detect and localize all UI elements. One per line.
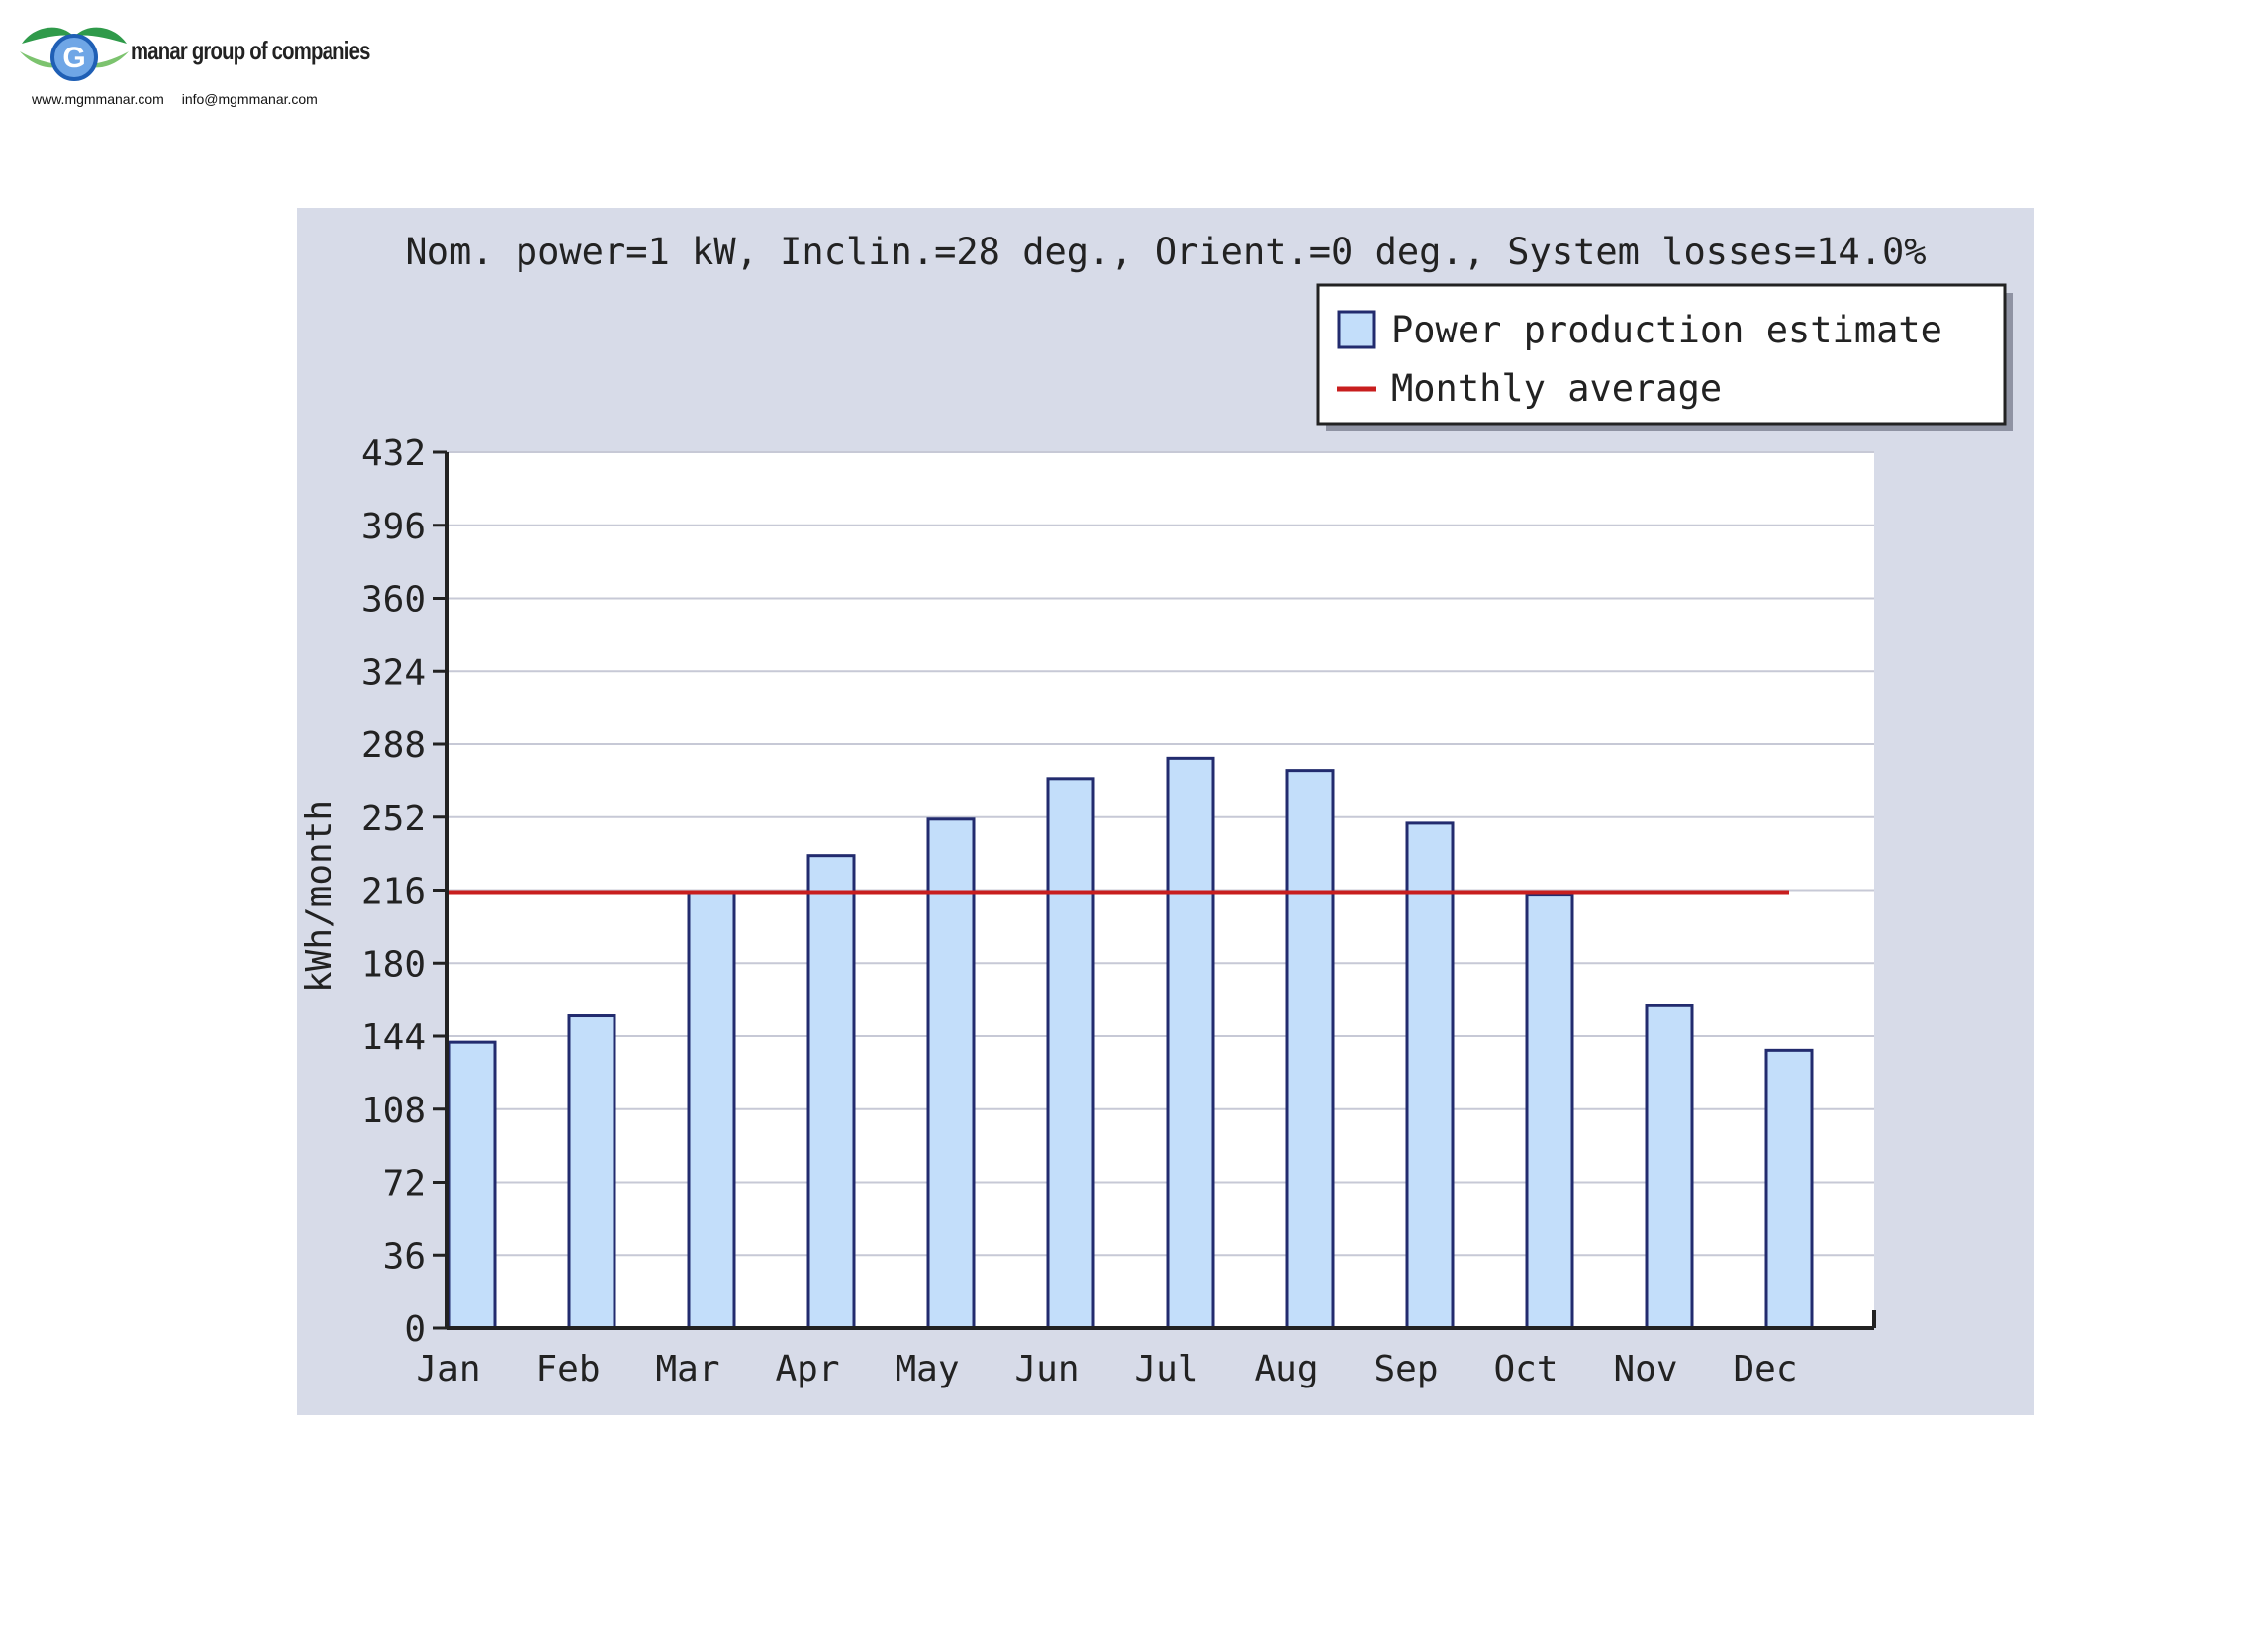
legend-label-production: Power production estimate bbox=[1391, 309, 1942, 351]
bar-apr bbox=[806, 854, 856, 1330]
bar-aug bbox=[1285, 769, 1335, 1330]
y-tick-label: 72 bbox=[383, 1164, 425, 1204]
x-tick-label: Apr bbox=[775, 1349, 839, 1389]
x-tick-label: Mar bbox=[655, 1349, 719, 1389]
x-tick-label: Nov bbox=[1613, 1349, 1677, 1389]
y-tick-label: 432 bbox=[361, 433, 425, 474]
bar-mar bbox=[687, 891, 736, 1330]
legend-box bbox=[1316, 283, 2007, 426]
x-tick-label: May bbox=[895, 1349, 959, 1389]
y-tick-label: 108 bbox=[361, 1091, 425, 1131]
x-tick-label: Jul bbox=[1134, 1349, 1198, 1389]
y-tick-label: 180 bbox=[361, 944, 425, 985]
y-tick-label: 216 bbox=[361, 872, 425, 912]
email-text: info@mgmmanar.com bbox=[181, 91, 318, 107]
y-tick-label: 252 bbox=[361, 799, 425, 839]
legend-swatch-production bbox=[1337, 310, 1376, 349]
contact-line: www.mgmmanar.com info@mgmmanar.com bbox=[32, 91, 318, 107]
x-tick-label: Sep bbox=[1373, 1349, 1438, 1389]
legend-label-average: Monthly average bbox=[1391, 367, 1722, 410]
y-tick-label: 36 bbox=[383, 1236, 425, 1277]
x-tick-label: Jun bbox=[1014, 1349, 1079, 1389]
website-text: www.mgmmanar.com bbox=[32, 91, 164, 107]
x-tick-label: Oct bbox=[1493, 1349, 1558, 1389]
bar-jul bbox=[1166, 756, 1215, 1330]
logo-ring bbox=[50, 34, 98, 81]
company-header: G manar group of companies www.mgmmanar.… bbox=[20, 22, 435, 116]
bar-feb bbox=[567, 1014, 616, 1330]
chart-title: Nom. power=1 kW, Inclin.=28 deg., Orient… bbox=[405, 231, 1926, 273]
y-tick-label: 144 bbox=[361, 1017, 425, 1058]
x-tick-label: Feb bbox=[535, 1349, 600, 1389]
y-axis-label: kWh/month bbox=[299, 800, 339, 993]
bar-sep bbox=[1405, 821, 1455, 1330]
pv-production-chart: 0 36 72 108 144 180 216 252 288 324 360 396 432 Jan Fe… bbox=[299, 231, 2013, 1389]
x-tick-label: Aug bbox=[1254, 1349, 1318, 1389]
company-logo: G bbox=[20, 27, 129, 81]
y-tick-label: 0 bbox=[404, 1309, 425, 1350]
x-tick-label: Jan bbox=[416, 1349, 480, 1389]
chart-panel: 0 36 72 108 144 180 216 252 288 324 360 396 432 Jan Fe… bbox=[297, 208, 2034, 1415]
bar-may bbox=[926, 817, 976, 1330]
company-name: manar group of companies bbox=[131, 36, 370, 65]
x-tick-label: Dec bbox=[1733, 1349, 1797, 1389]
bar-jun bbox=[1046, 777, 1095, 1330]
bar-oct bbox=[1525, 893, 1574, 1330]
bar-dec bbox=[1764, 1048, 1814, 1330]
y-tick-label: 324 bbox=[361, 652, 425, 693]
y-tick-label: 360 bbox=[361, 580, 425, 621]
bar-nov bbox=[1645, 1004, 1694, 1330]
y-tick-label: 396 bbox=[361, 507, 425, 547]
y-tick-label: 288 bbox=[361, 725, 425, 766]
logo-right-leaf bbox=[75, 27, 127, 44]
bar-jan bbox=[447, 1040, 497, 1330]
logo-left-leaf bbox=[22, 27, 73, 44]
logo-letter: G bbox=[62, 42, 85, 74]
